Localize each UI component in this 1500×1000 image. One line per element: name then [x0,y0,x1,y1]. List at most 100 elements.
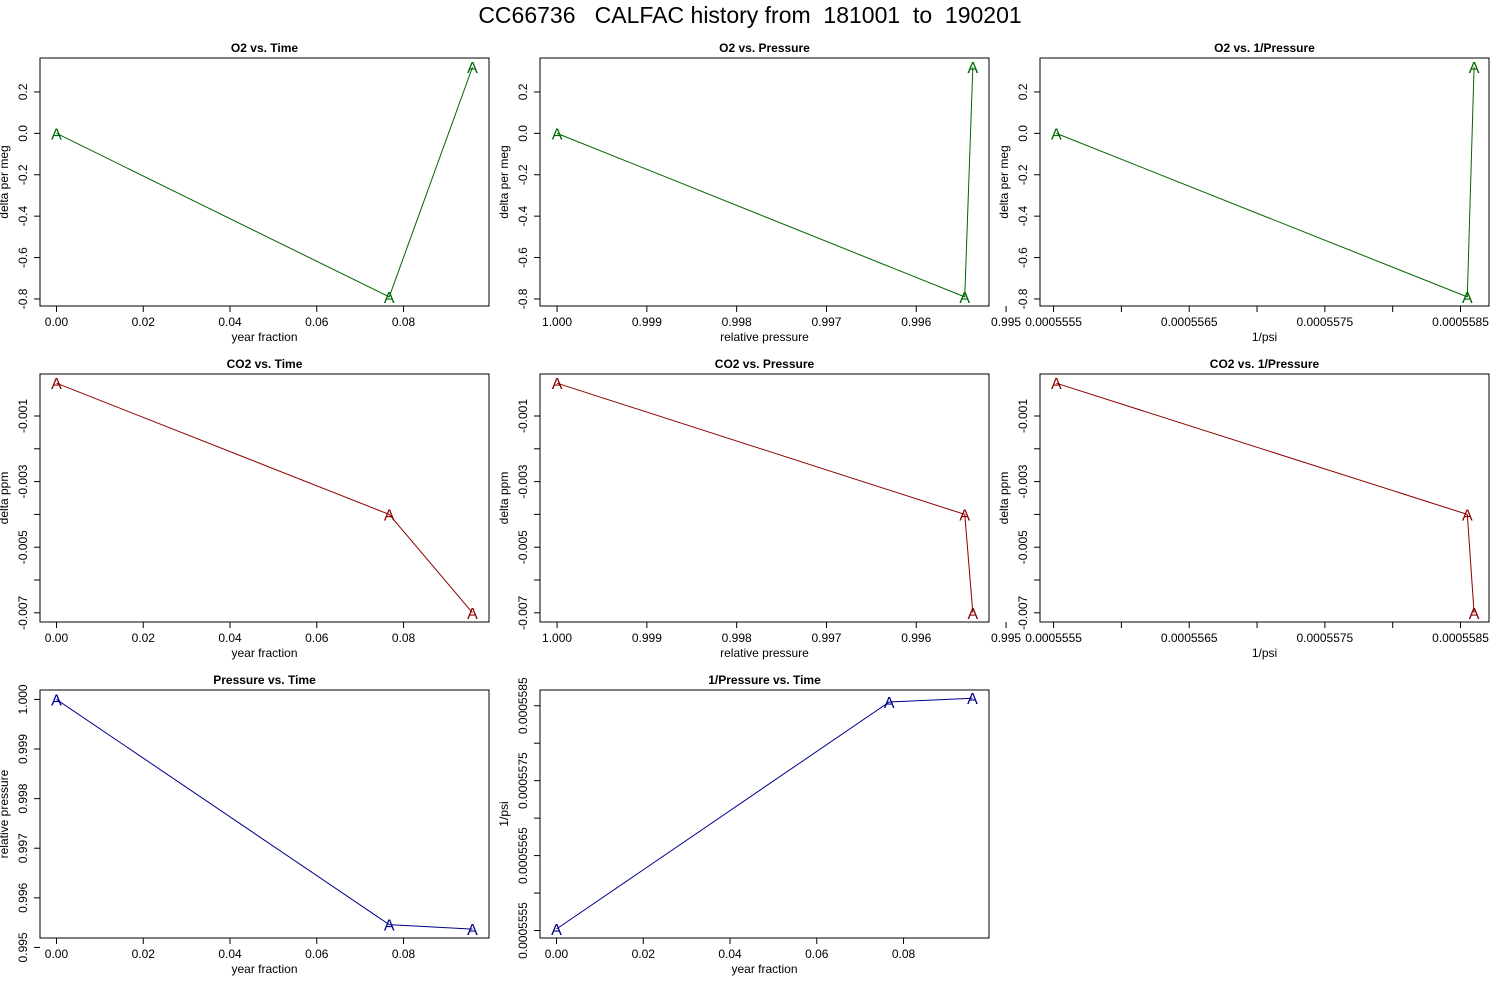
plot-frame [539,57,990,307]
data-point: A [552,376,563,393]
panel-title: Pressure vs. Time [213,673,316,687]
data-point: A [384,290,395,307]
y-tick-label: 0.0 [16,125,30,142]
data-point: A [1051,376,1062,393]
y-tick-label: 0.0005575 [516,752,530,809]
x-axis-label: 1/psi [1252,330,1277,344]
y-axis-label: relative pressure [0,769,11,858]
y-tick-label: -0.007 [516,595,530,629]
panel-5: CO2 vs. Pressure 1.000 0.999 0.998 0.997 0.99… [497,357,1021,660]
series-line [56,66,473,298]
y-tick-label: -0.003 [516,464,530,498]
y-tick-label: -0.001 [16,399,30,433]
y-tick-label: -0.005 [16,530,30,564]
data-point: A [467,606,478,623]
y-tick-label: -0.8 [16,288,30,309]
y-tick-label: 0.0005555 [516,902,530,959]
y-tick-label: 0.999 [16,734,30,764]
data-point: A [551,922,562,939]
y-axis-label: delta per meg [997,145,1011,218]
x-tick-label: 0.0005565 [1161,631,1218,645]
x-tick-label: 0.0005585 [1432,315,1489,329]
panel-7: Pressure vs. Time 0.00 0.02 0.04 0.06 0.08 0.9… [0,673,490,976]
x-tick-label: 0.999 [632,631,662,645]
plot-frame [39,689,490,939]
plot-frame [1039,373,1490,623]
y-tick-label: 0.0 [1016,125,1030,142]
panel-1: O2 vs. Time 0.00 0.02 0.04 0.06 0.08 -0.8 -0.6 -… [0,41,490,344]
y-axis-label: 1/psi [497,801,511,826]
data-point: A [968,606,979,623]
y-tick-label: -0.6 [16,247,30,268]
series-line [556,382,974,613]
y-tick-label: -0.005 [1016,530,1030,564]
y-tick-label: 0.2 [16,83,30,100]
data-point: A [1462,290,1473,307]
x-tick-label: 0.04 [218,947,242,961]
x-tick-label: 0.998 [722,315,752,329]
x-axis-label: year fraction [231,962,297,976]
panel-title: CO2 vs. Time [227,357,303,371]
panel-title: CO2 vs. Pressure [715,357,815,371]
x-tick-label: 0.06 [805,947,829,961]
data-point: A [552,126,563,143]
x-tick-label: 0.08 [392,631,416,645]
y-tick-label: 0.2 [516,83,530,100]
x-tick-label: 0.999 [632,315,662,329]
data-point: A [884,695,895,712]
y-tick-label: -0.4 [516,205,530,226]
series-line [1056,382,1475,613]
panel-2: O2 vs. Pressure 1.000 0.999 0.998 0.997 0.996… [497,41,1021,344]
series-line [56,699,473,930]
x-tick-label: 0.06 [305,631,329,645]
x-tick-label: 0.00 [45,631,69,645]
plot-frame [539,373,990,623]
plot-frame [39,57,490,307]
x-axis-label: 1/psi [1252,646,1277,660]
x-tick-label: 0.997 [811,631,841,645]
x-tick-label: 0.08 [392,315,416,329]
y-tick-label: 0.0005565 [516,827,530,884]
x-tick-label: 0.02 [632,947,656,961]
data-point: A [1469,60,1480,77]
data-point: A [467,922,478,939]
x-tick-label: 0.02 [132,631,156,645]
data-point: A [1469,606,1480,623]
series-line [556,67,974,298]
panel-title: CO2 vs. 1/Pressure [1210,357,1320,371]
x-tick-label: 0.04 [218,315,242,329]
x-tick-label: 0.998 [722,631,752,645]
y-tick-label: 0.997 [16,833,30,863]
y-axis-label: delta ppm [997,472,1011,525]
x-tick-label: 1.000 [542,631,572,645]
y-tick-label: 0.995 [16,932,30,962]
y-tick-label: -0.007 [1016,595,1030,629]
y-tick-label: -0.6 [1016,247,1030,268]
x-tick-label: 0.995 [991,631,1021,645]
data-point: A [968,60,979,77]
data-point: A [959,507,970,524]
y-axis-label: delta ppm [497,472,511,525]
y-tick-label: 0.0005585 [516,677,530,734]
x-tick-label: 0.00 [45,947,69,961]
y-axis-label: delta ppm [0,472,11,525]
y-tick-label: 0.996 [16,882,30,912]
x-axis-label: year fraction [231,330,297,344]
x-tick-label: 0.0005555 [1025,315,1082,329]
y-tick-label: -0.2 [1016,164,1030,185]
panel-6: CO2 vs. 1/Pressure 0.0005555 0.0005565 0.00… [997,357,1490,660]
y-tick-label: 1.000 [16,684,30,714]
series-line [1056,67,1475,298]
data-point: A [51,376,62,393]
data-point: A [384,507,395,524]
y-tick-label: -0.8 [516,288,530,309]
x-tick-label: 0.996 [901,315,931,329]
y-tick-label: 0.2 [1016,83,1030,100]
panel-title: O2 vs. Pressure [719,41,810,55]
data-point: A [1051,126,1062,143]
y-tick-label: -0.2 [16,164,30,185]
panel-title: O2 vs. Time [231,41,298,55]
panel-title: 1/Pressure vs. Time [708,673,821,687]
y-tick-label: -0.001 [516,399,530,433]
plot-frame [39,373,490,623]
